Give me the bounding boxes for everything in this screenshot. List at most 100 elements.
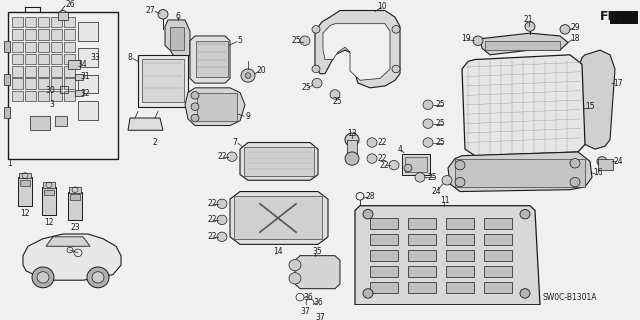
Polygon shape <box>355 206 540 305</box>
Bar <box>68 60 80 69</box>
Bar <box>370 250 398 261</box>
Bar <box>51 66 62 76</box>
Bar <box>69 187 81 193</box>
Bar <box>196 41 228 76</box>
Circle shape <box>392 26 400 33</box>
Text: 24: 24 <box>613 157 623 166</box>
Circle shape <box>423 138 433 147</box>
Bar <box>64 91 75 101</box>
Text: 33: 33 <box>90 53 100 62</box>
Text: 7: 7 <box>232 138 237 147</box>
Bar <box>44 190 54 195</box>
Text: 15: 15 <box>585 102 595 111</box>
Text: 26: 26 <box>65 0 75 9</box>
Circle shape <box>367 138 377 147</box>
Bar <box>38 54 49 64</box>
Text: 5: 5 <box>237 36 243 45</box>
Bar <box>4 41 10 52</box>
Circle shape <box>473 36 483 45</box>
Circle shape <box>217 199 227 209</box>
Circle shape <box>423 100 433 109</box>
Text: 35: 35 <box>312 247 322 256</box>
Bar <box>38 17 49 28</box>
Text: 12: 12 <box>44 218 54 227</box>
Circle shape <box>597 157 607 166</box>
Circle shape <box>345 133 359 146</box>
Bar <box>405 157 427 172</box>
Bar <box>408 266 436 277</box>
Circle shape <box>32 267 54 288</box>
Circle shape <box>455 160 465 170</box>
Text: 8: 8 <box>127 53 132 62</box>
Bar <box>64 17 75 28</box>
Polygon shape <box>46 237 90 246</box>
Bar <box>370 282 398 293</box>
Bar <box>51 91 62 101</box>
Bar <box>142 59 184 102</box>
Bar <box>446 218 474 229</box>
Circle shape <box>37 272 49 283</box>
Text: 27: 27 <box>145 6 155 15</box>
Bar <box>64 29 75 40</box>
Text: 22: 22 <box>377 138 387 147</box>
Circle shape <box>289 273 301 284</box>
Bar <box>12 66 23 76</box>
Bar <box>408 250 436 261</box>
Polygon shape <box>190 36 230 83</box>
Bar <box>18 177 32 206</box>
Circle shape <box>87 267 109 288</box>
Circle shape <box>59 11 67 18</box>
Bar <box>598 158 613 170</box>
Circle shape <box>423 119 433 128</box>
Bar <box>25 54 36 64</box>
Polygon shape <box>295 256 340 289</box>
Bar <box>64 78 75 89</box>
Text: 11: 11 <box>440 196 450 205</box>
Text: 36: 36 <box>303 293 313 302</box>
Bar <box>455 158 585 187</box>
Text: SW0C-B1301A: SW0C-B1301A <box>543 293 597 302</box>
Circle shape <box>300 36 310 45</box>
Bar <box>484 266 512 277</box>
Bar <box>20 180 30 186</box>
Bar <box>470 64 578 151</box>
Bar <box>4 107 10 118</box>
Bar <box>38 29 49 40</box>
Text: 22: 22 <box>207 232 217 241</box>
Text: 13: 13 <box>347 129 357 138</box>
Circle shape <box>191 92 199 99</box>
Bar <box>244 147 314 176</box>
Polygon shape <box>315 11 400 88</box>
Polygon shape <box>185 88 245 125</box>
Bar <box>43 182 55 188</box>
Bar <box>25 29 36 40</box>
Text: 25: 25 <box>435 138 445 147</box>
Text: 29: 29 <box>570 23 580 32</box>
Circle shape <box>312 78 322 88</box>
Bar <box>25 66 36 76</box>
Bar <box>347 140 357 158</box>
Circle shape <box>92 272 104 283</box>
Text: 37: 37 <box>315 313 325 320</box>
Bar <box>55 116 67 125</box>
Bar <box>12 29 23 40</box>
Bar <box>75 74 83 80</box>
Bar <box>446 250 474 261</box>
Bar <box>25 78 36 89</box>
Text: 21: 21 <box>524 15 532 24</box>
Text: 22: 22 <box>207 199 217 208</box>
Text: 6: 6 <box>175 12 180 21</box>
Circle shape <box>404 164 412 172</box>
Bar <box>484 218 512 229</box>
Text: 34: 34 <box>77 60 87 69</box>
Circle shape <box>330 90 340 99</box>
Circle shape <box>389 160 399 170</box>
Text: FR.: FR. <box>600 10 623 23</box>
Bar <box>60 86 68 93</box>
Polygon shape <box>462 55 585 156</box>
Circle shape <box>570 177 580 187</box>
Circle shape <box>363 210 373 219</box>
Circle shape <box>392 65 400 73</box>
Text: 9: 9 <box>246 112 250 121</box>
Bar <box>485 41 560 50</box>
